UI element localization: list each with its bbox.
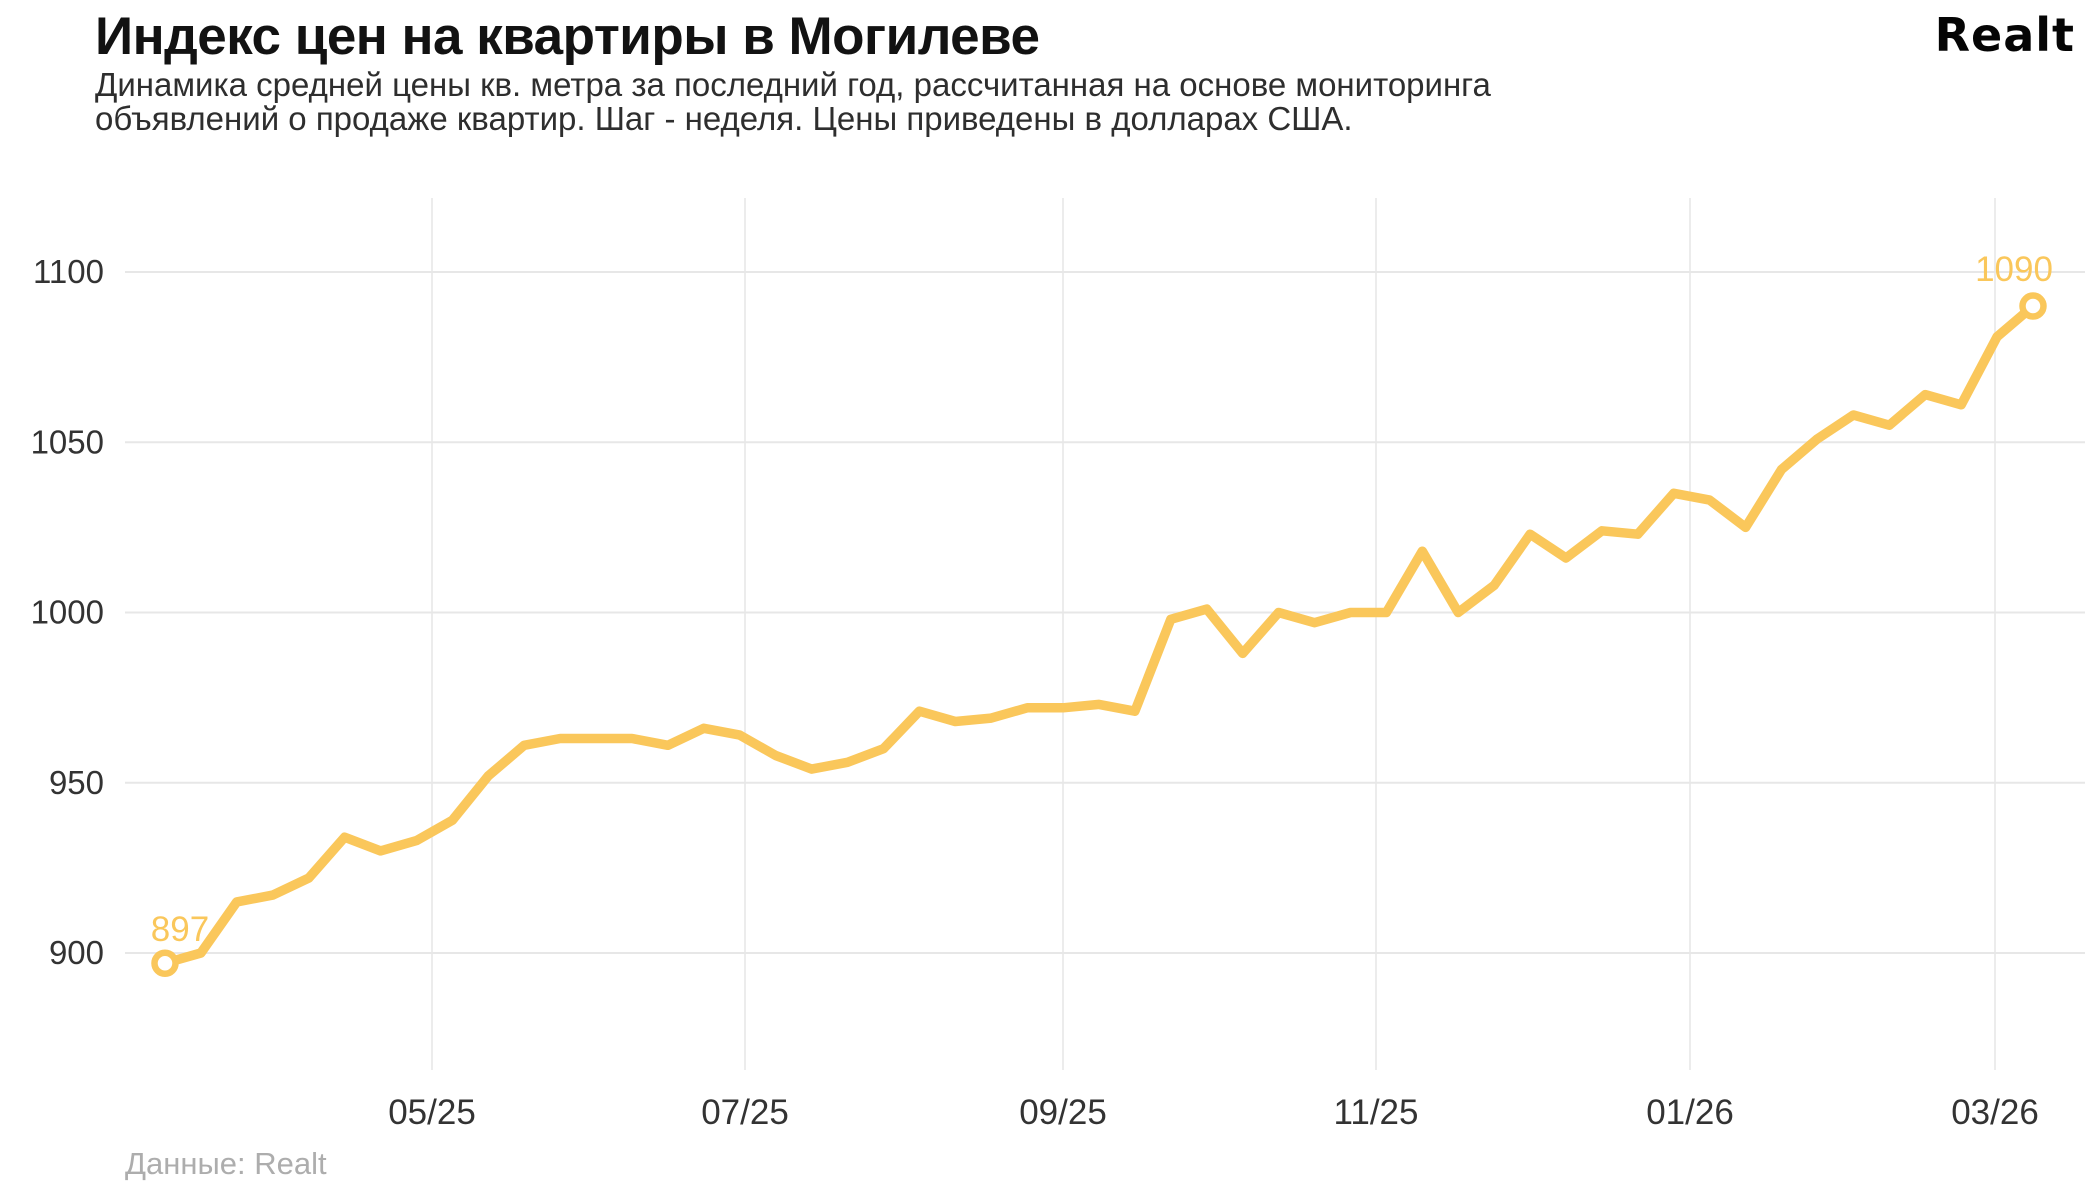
- x-axis-tick-label: 09/25: [1019, 1093, 1107, 1132]
- y-axis-tick-label: 1100: [33, 253, 104, 290]
- end-value-label: 1090: [1975, 250, 2053, 289]
- y-axis-tick-label: 1050: [31, 423, 104, 460]
- x-axis-tick-label: 01/26: [1646, 1093, 1734, 1132]
- x-gridlines: [431, 198, 1996, 1070]
- page-title: Индекс цен на квартиры в Могилеве: [95, 7, 1040, 66]
- x-axis-tick-label: 07/25: [701, 1093, 789, 1132]
- start-marker: [151, 949, 179, 977]
- y-axis-tick-label: 900: [49, 934, 104, 971]
- y-gridlines: [125, 271, 2085, 954]
- start-value-label: 897: [151, 910, 209, 949]
- end-marker: [2019, 292, 2047, 320]
- x-axis-labels: 05/25 07/25 09/25 11/25 01/26 03/26: [388, 1093, 2039, 1132]
- x-axis-tick-label: 11/25: [1334, 1093, 1419, 1132]
- realt-logo: Realt: [1934, 8, 2075, 62]
- y-axis-labels: 1100 1050 1000 950 900: [31, 253, 104, 971]
- price-line: [160, 301, 2038, 968]
- data-source: Данные: Realt: [125, 1146, 327, 1181]
- y-axis-tick-label: 950: [49, 764, 104, 801]
- x-axis-tick-label: 05/25: [388, 1093, 476, 1132]
- chart-subtitle-line2: объявлений о продаже квартир. Шаг - неде…: [95, 100, 1353, 137]
- x-axis-tick-label: 03/26: [1951, 1093, 2039, 1132]
- y-axis-tick-label: 1000: [31, 594, 104, 631]
- chart-subtitle-line1: Динамика средней цены кв. метра за после…: [95, 66, 1491, 103]
